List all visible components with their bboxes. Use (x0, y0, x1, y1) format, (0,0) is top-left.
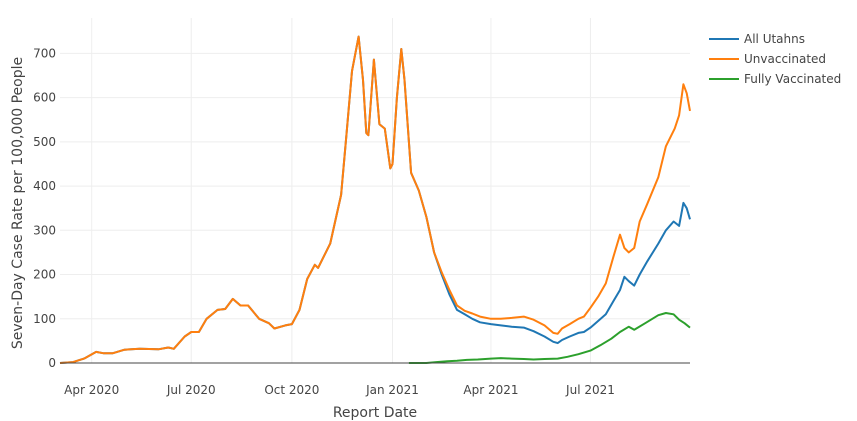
legend-item[interactable]: Unvaccinated (709, 52, 826, 66)
y-tick-label: 0 (48, 356, 56, 370)
x-tick-label: Oct 2020 (264, 383, 319, 397)
series-line-all-utahns (59, 35, 691, 364)
x-tick-label: Jul 2020 (166, 383, 216, 397)
y-tick-label: 600 (33, 91, 56, 105)
legend: All Utahns Unvaccinated Fully Vaccinated (709, 32, 841, 86)
series-line-unvaccinated (59, 35, 691, 364)
y-tick-label: 700 (33, 46, 56, 60)
legend-label: Unvaccinated (744, 52, 826, 66)
y-tick-label: 100 (33, 312, 56, 326)
x-tick-label: Apr 2020 (64, 383, 119, 397)
gridlines (60, 18, 690, 363)
y-tick-label: 200 (33, 268, 56, 282)
x-axis-title: Report Date (333, 405, 417, 421)
x-tick-label: Jan 2021 (365, 383, 419, 397)
legend-item[interactable]: All Utahns (709, 32, 805, 46)
y-axis-title: Seven-Day Case Rate per 100,000 People (10, 57, 26, 349)
y-axis-tick-labels: 0 100 200 300 400 500 600 700 (33, 46, 56, 370)
legend-label: Fully Vaccinated (744, 72, 841, 86)
plot-series-lines (59, 35, 691, 364)
series-line-fully-vaccinated (408, 312, 691, 364)
y-tick-label: 300 (33, 223, 56, 237)
x-tick-label: Jul 2021 (565, 383, 615, 397)
legend-label: All Utahns (744, 32, 805, 46)
legend-item[interactable]: Fully Vaccinated (709, 72, 841, 86)
y-tick-label: 500 (33, 135, 56, 149)
y-tick-label: 400 (33, 179, 56, 193)
x-tick-label: Apr 2021 (463, 383, 518, 397)
x-axis-tick-labels: Apr 2020 Jul 2020 Oct 2020 Jan 2021 Apr 2021… (64, 383, 615, 397)
